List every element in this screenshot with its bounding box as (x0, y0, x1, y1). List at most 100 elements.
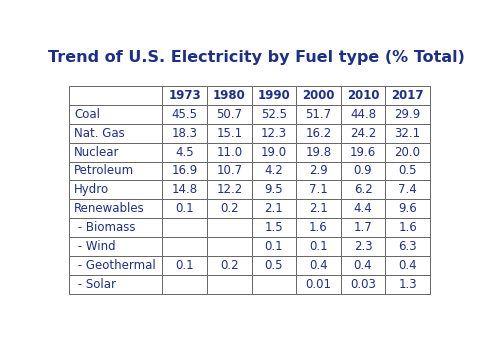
Text: 10.7: 10.7 (216, 165, 242, 177)
Bar (386, 199, 430, 218)
Bar (207, 275, 252, 293)
Bar (207, 218, 252, 237)
Bar (162, 199, 207, 218)
Text: Hydro: Hydro (74, 183, 109, 196)
Text: 1.6: 1.6 (398, 221, 417, 234)
Text: 1.6: 1.6 (309, 221, 328, 234)
Text: 52.5: 52.5 (261, 108, 287, 121)
Text: 0.4: 0.4 (309, 259, 328, 272)
Text: 44.8: 44.8 (350, 108, 376, 121)
Text: 1.3: 1.3 (398, 278, 417, 291)
Text: - Wind: - Wind (74, 240, 116, 253)
Text: 45.5: 45.5 (172, 108, 198, 121)
Text: 7.4: 7.4 (398, 183, 417, 196)
Bar (340, 199, 386, 218)
Text: 2.1: 2.1 (309, 202, 328, 215)
Bar (340, 218, 386, 237)
Bar (296, 218, 341, 237)
Bar (252, 180, 296, 199)
Bar (162, 143, 207, 162)
Bar (70, 124, 162, 143)
Bar (296, 275, 341, 293)
Bar (207, 105, 252, 124)
Text: - Geothermal: - Geothermal (74, 259, 156, 272)
Text: 9.6: 9.6 (398, 202, 417, 215)
Bar (386, 86, 430, 105)
Text: 2.1: 2.1 (264, 202, 283, 215)
Bar (162, 162, 207, 180)
Text: 6.3: 6.3 (398, 240, 417, 253)
Bar (162, 256, 207, 275)
Bar (386, 237, 430, 256)
Bar (70, 218, 162, 237)
Text: - Biomass: - Biomass (74, 221, 136, 234)
Text: 19.8: 19.8 (306, 146, 332, 159)
Bar (162, 180, 207, 199)
Text: 16.9: 16.9 (172, 165, 198, 177)
Bar (252, 237, 296, 256)
Text: Renewables: Renewables (74, 202, 145, 215)
Text: - Solar: - Solar (74, 278, 116, 291)
Bar (386, 218, 430, 237)
Text: 4.2: 4.2 (264, 165, 283, 177)
Bar (70, 237, 162, 256)
Text: 24.2: 24.2 (350, 127, 376, 140)
Bar (340, 256, 386, 275)
Bar (340, 162, 386, 180)
Bar (252, 256, 296, 275)
Bar (386, 162, 430, 180)
Text: 0.01: 0.01 (306, 278, 332, 291)
Bar (340, 237, 386, 256)
Text: 1973: 1973 (168, 89, 201, 102)
Bar (296, 199, 341, 218)
Bar (252, 162, 296, 180)
Text: 0.4: 0.4 (398, 259, 417, 272)
Bar (207, 162, 252, 180)
Text: 20.0: 20.0 (394, 146, 420, 159)
Bar (207, 237, 252, 256)
Bar (296, 237, 341, 256)
Text: 19.0: 19.0 (261, 146, 287, 159)
Bar (386, 275, 430, 293)
Bar (340, 86, 386, 105)
Bar (70, 143, 162, 162)
Text: 1980: 1980 (213, 89, 246, 102)
Bar (296, 256, 341, 275)
Text: 51.7: 51.7 (306, 108, 332, 121)
Text: 16.2: 16.2 (306, 127, 332, 140)
Bar (386, 124, 430, 143)
Bar (252, 124, 296, 143)
Bar (340, 105, 386, 124)
Text: 2000: 2000 (302, 89, 334, 102)
Text: 19.6: 19.6 (350, 146, 376, 159)
Bar (70, 256, 162, 275)
Text: 1.5: 1.5 (264, 221, 283, 234)
Bar (252, 275, 296, 293)
Bar (296, 162, 341, 180)
Bar (340, 124, 386, 143)
Bar (296, 180, 341, 199)
Text: 1.7: 1.7 (354, 221, 372, 234)
Text: 7.1: 7.1 (309, 183, 328, 196)
Bar (252, 143, 296, 162)
Text: 4.5: 4.5 (176, 146, 194, 159)
Bar (252, 199, 296, 218)
Text: 18.3: 18.3 (172, 127, 198, 140)
Text: 2.3: 2.3 (354, 240, 372, 253)
Text: 2.9: 2.9 (309, 165, 328, 177)
Bar (340, 275, 386, 293)
Text: 0.1: 0.1 (264, 240, 283, 253)
Bar (162, 275, 207, 293)
Text: 0.5: 0.5 (398, 165, 417, 177)
Text: 29.9: 29.9 (394, 108, 420, 121)
Text: 0.2: 0.2 (220, 259, 238, 272)
Bar (70, 162, 162, 180)
Bar (162, 105, 207, 124)
Text: 11.0: 11.0 (216, 146, 242, 159)
Text: 0.5: 0.5 (264, 259, 283, 272)
Text: 0.1: 0.1 (309, 240, 328, 253)
Bar (162, 237, 207, 256)
Bar (162, 218, 207, 237)
Text: 1990: 1990 (258, 89, 290, 102)
Text: Nat. Gas: Nat. Gas (74, 127, 125, 140)
